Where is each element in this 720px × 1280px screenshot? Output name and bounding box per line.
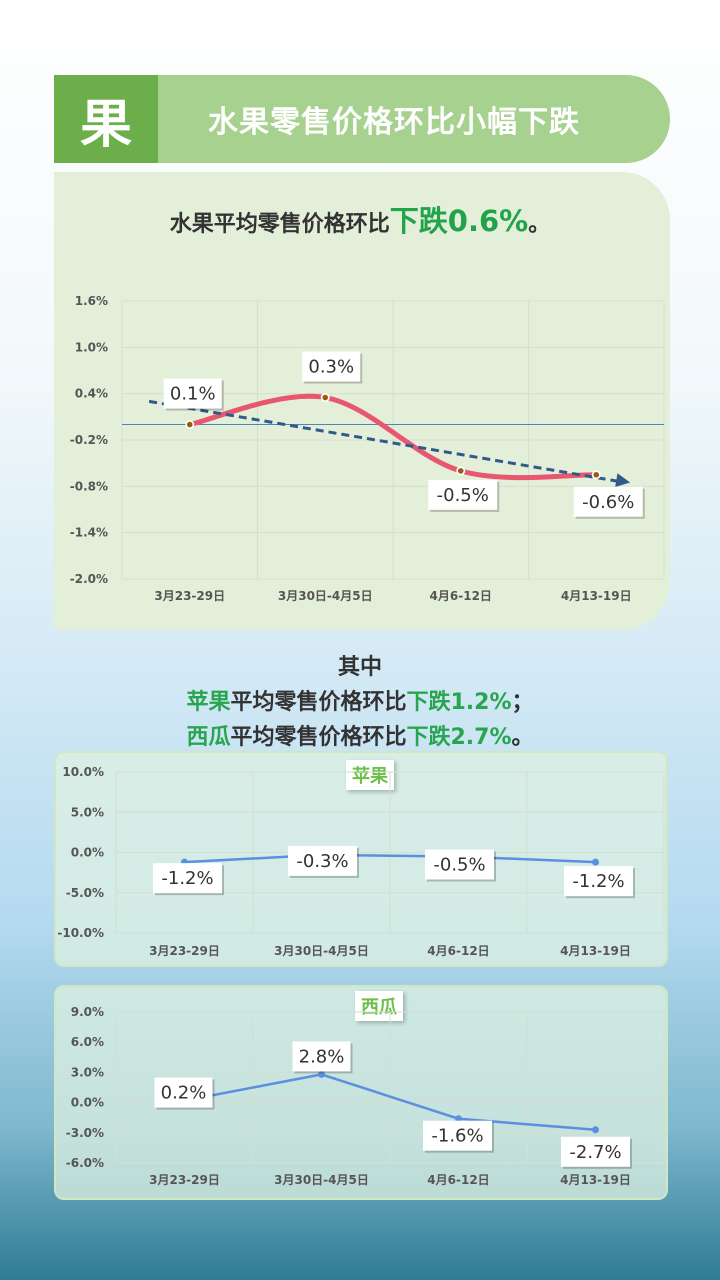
y-tick-label: -10.0%: [57, 926, 104, 940]
watermelon-name: 西瓜: [186, 725, 231, 750]
data-label: 0.3%: [308, 357, 354, 378]
apple-mid: 平均零售价格环比: [230, 690, 407, 715]
data-label-box: [154, 1077, 213, 1108]
data-label-box: [153, 863, 222, 894]
x-category-label: 3月23-29日: [149, 944, 220, 958]
x-category-label: 3月23-29日: [149, 1173, 220, 1187]
trend-line: [148, 399, 623, 484]
y-tick-label: 0.0%: [71, 846, 104, 860]
section-header: 果 水果零售价格环比小幅下跌: [54, 75, 670, 163]
y-tick-label: -5.0%: [66, 886, 104, 900]
watermelon-chart-title: 西瓜: [355, 991, 403, 1021]
data-label: 0.1%: [170, 384, 216, 405]
data-label-box: [302, 351, 361, 382]
y-tick-label: 3.0%: [71, 1065, 104, 1079]
y-tick-label: 5.0%: [71, 805, 104, 819]
y-tick-label: -0.2%: [70, 433, 108, 447]
x-category-label: 4月13-19日: [560, 944, 631, 958]
data-label: 0.2%: [161, 1083, 207, 1104]
data-label: 2.8%: [299, 1046, 345, 1067]
series-line: [187, 393, 599, 481]
data-label-box: [561, 1136, 630, 1167]
series-line: [184, 853, 596, 864]
headline-highlight: 下跌0.6%: [389, 204, 529, 238]
data-label: -0.5%: [433, 855, 485, 876]
x-category-label: 3月30日-4月5日: [274, 1173, 369, 1187]
headline-suffix: 。: [528, 212, 551, 237]
data-point-core: [322, 394, 329, 401]
data-point-core: [593, 471, 600, 478]
summary-line-watermelon: 西瓜平均零售价格环比下跌2.7%。: [0, 719, 720, 751]
x-category-label: 4月13-19日: [561, 589, 632, 603]
headline-prefix: 水果平均零售价格环比: [169, 212, 390, 237]
y-tick-label: 0.4%: [75, 387, 108, 401]
data-label: -1.2%: [572, 871, 624, 892]
main-chart-panel: [54, 172, 670, 630]
data-label: -1.6%: [431, 1126, 483, 1147]
apple-chart-title: 苹果: [346, 760, 394, 790]
y-tick-label: -2.0%: [70, 572, 108, 586]
apple-name: 苹果: [186, 690, 231, 715]
data-label: -0.5%: [437, 485, 489, 506]
data-label-box: [292, 1041, 351, 1072]
y-tick-label: 1.6%: [75, 294, 108, 308]
summary-line-1: 其中: [337, 655, 382, 680]
data-point: [455, 1115, 462, 1123]
x-category-label: 4月6-12日: [427, 1173, 489, 1187]
watermelon-end: 。: [511, 725, 534, 750]
data-label: -1.2%: [161, 868, 213, 889]
data-point-core: [186, 421, 193, 428]
data-label-box: [288, 845, 357, 876]
data-label-box: [423, 1120, 492, 1151]
x-category-label: 3月30日-4月5日: [274, 944, 369, 958]
x-category-label: 3月30日-4月5日: [278, 589, 373, 603]
data-point: [318, 1070, 325, 1078]
section-title: 水果零售价格环比小幅下跌: [208, 105, 580, 140]
x-category-label: 4月6-12日: [427, 944, 489, 958]
y-tick-label: 10.0%: [62, 765, 104, 779]
data-point: [592, 858, 599, 866]
y-tick-label: 9.0%: [71, 1005, 104, 1019]
data-point: [592, 1126, 599, 1134]
data-point-core: [457, 468, 464, 474]
y-tick-label: 0.0%: [71, 1096, 104, 1110]
series-line: [184, 1073, 596, 1132]
x-category-label: 4月6-12日: [430, 589, 492, 603]
x-category-label: 3月23-29日: [154, 589, 225, 603]
data-label: -0.3%: [296, 851, 348, 872]
main-headline: 水果平均零售价格环比下跌0.6%。: [0, 198, 720, 240]
y-tick-label: -3.0%: [66, 1126, 104, 1140]
trend-arrowhead: [615, 473, 631, 488]
y-tick-label: -1.4%: [70, 526, 108, 540]
data-label: -2.7%: [569, 1142, 621, 1163]
fruit-badge: 果: [54, 75, 158, 163]
data-label-box: [573, 486, 643, 517]
data-label-box: [564, 866, 633, 897]
watermelon-mid: 平均零售价格环比: [230, 725, 407, 750]
y-tick-label: 1.0%: [75, 340, 108, 354]
x-category-label: 4月13-19日: [560, 1173, 631, 1187]
y-tick-label: 6.0%: [71, 1035, 104, 1049]
watermelon-highlight: 下跌2.7%: [406, 725, 512, 750]
data-label-box: [425, 849, 494, 880]
apple-highlight: 下跌1.2%: [406, 690, 512, 715]
data-label-box: [428, 479, 498, 510]
apple-end: ；: [511, 690, 534, 715]
data-label-box: [163, 378, 222, 409]
y-tick-label: -6.0%: [66, 1156, 104, 1170]
y-tick-label: -0.8%: [70, 479, 108, 493]
data-label: -0.6%: [582, 492, 634, 513]
summary-line-apple: 苹果平均零售价格环比下跌1.2%；: [0, 684, 720, 716]
